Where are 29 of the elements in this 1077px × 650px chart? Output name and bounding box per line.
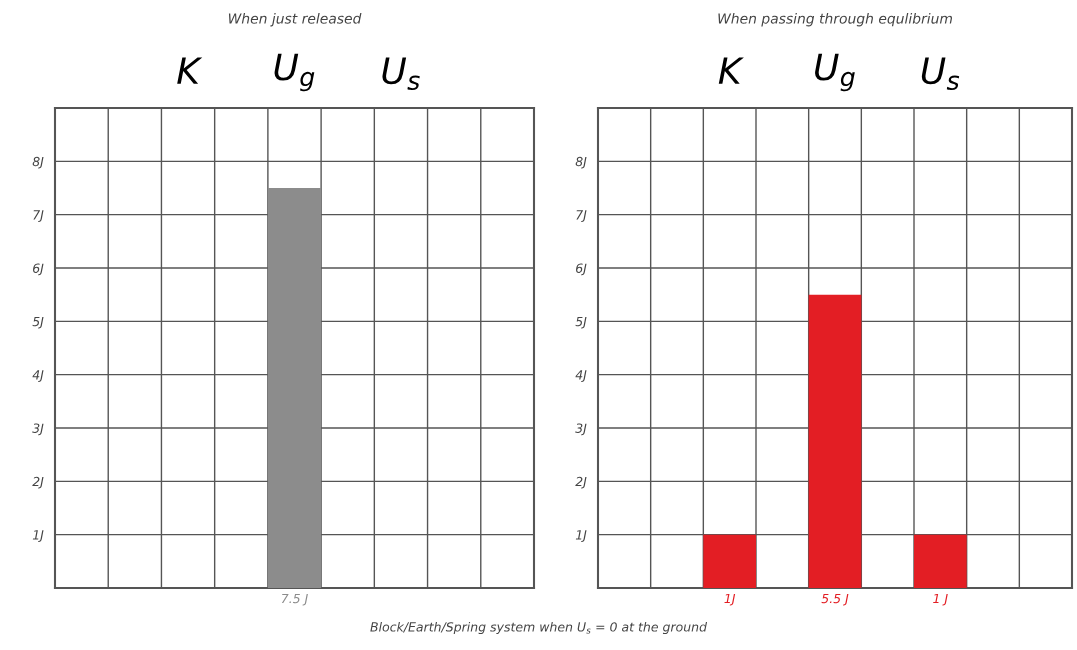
y-tick-label: 5J <box>575 316 587 329</box>
y-tick-label: 3J <box>575 423 587 436</box>
y-tick-label: 4J <box>32 370 44 382</box>
data-label: 7.5 J <box>281 593 308 606</box>
y-tick-label: 5J <box>32 316 44 329</box>
data-label: 1 J <box>933 593 948 606</box>
x-tick-label: U$_{g}$ <box>815 53 855 92</box>
x-tick-label: U$_{s}$ <box>382 57 420 91</box>
y-tick-label: 3J <box>32 423 44 436</box>
x-tick-label: K <box>177 57 203 84</box>
y-tick-label: 8J <box>575 156 587 169</box>
data-label: 5.5 J <box>821 593 849 606</box>
x-tick-label: K <box>718 57 744 84</box>
y-tick-label: 7J <box>576 210 587 222</box>
x-tick-label: U$_{g}$ <box>274 53 315 92</box>
y-tick-label: 6J <box>33 263 44 276</box>
y-tick-label: 6J <box>576 263 587 276</box>
y-tick-label: 7J <box>33 210 44 222</box>
chart-title: When just released <box>228 12 362 27</box>
data-label: 1J <box>724 593 736 606</box>
y-tick-label: 2J <box>575 476 587 489</box>
y-tick-label: 1J <box>32 530 44 542</box>
y-tick-label: 1J <box>575 530 587 542</box>
x-tick-label: U$_{s}$ <box>921 57 960 91</box>
chart-title: When passing through equlibrium <box>718 12 952 27</box>
y-tick-label: 2J <box>32 476 44 489</box>
y-tick-label: 4J <box>575 370 587 382</box>
y-tick-label: 8J <box>32 156 44 169</box>
text: Block/Earth/Spring system when U$_{s}$ = 0 at the ground <box>370 621 708 635</box>
